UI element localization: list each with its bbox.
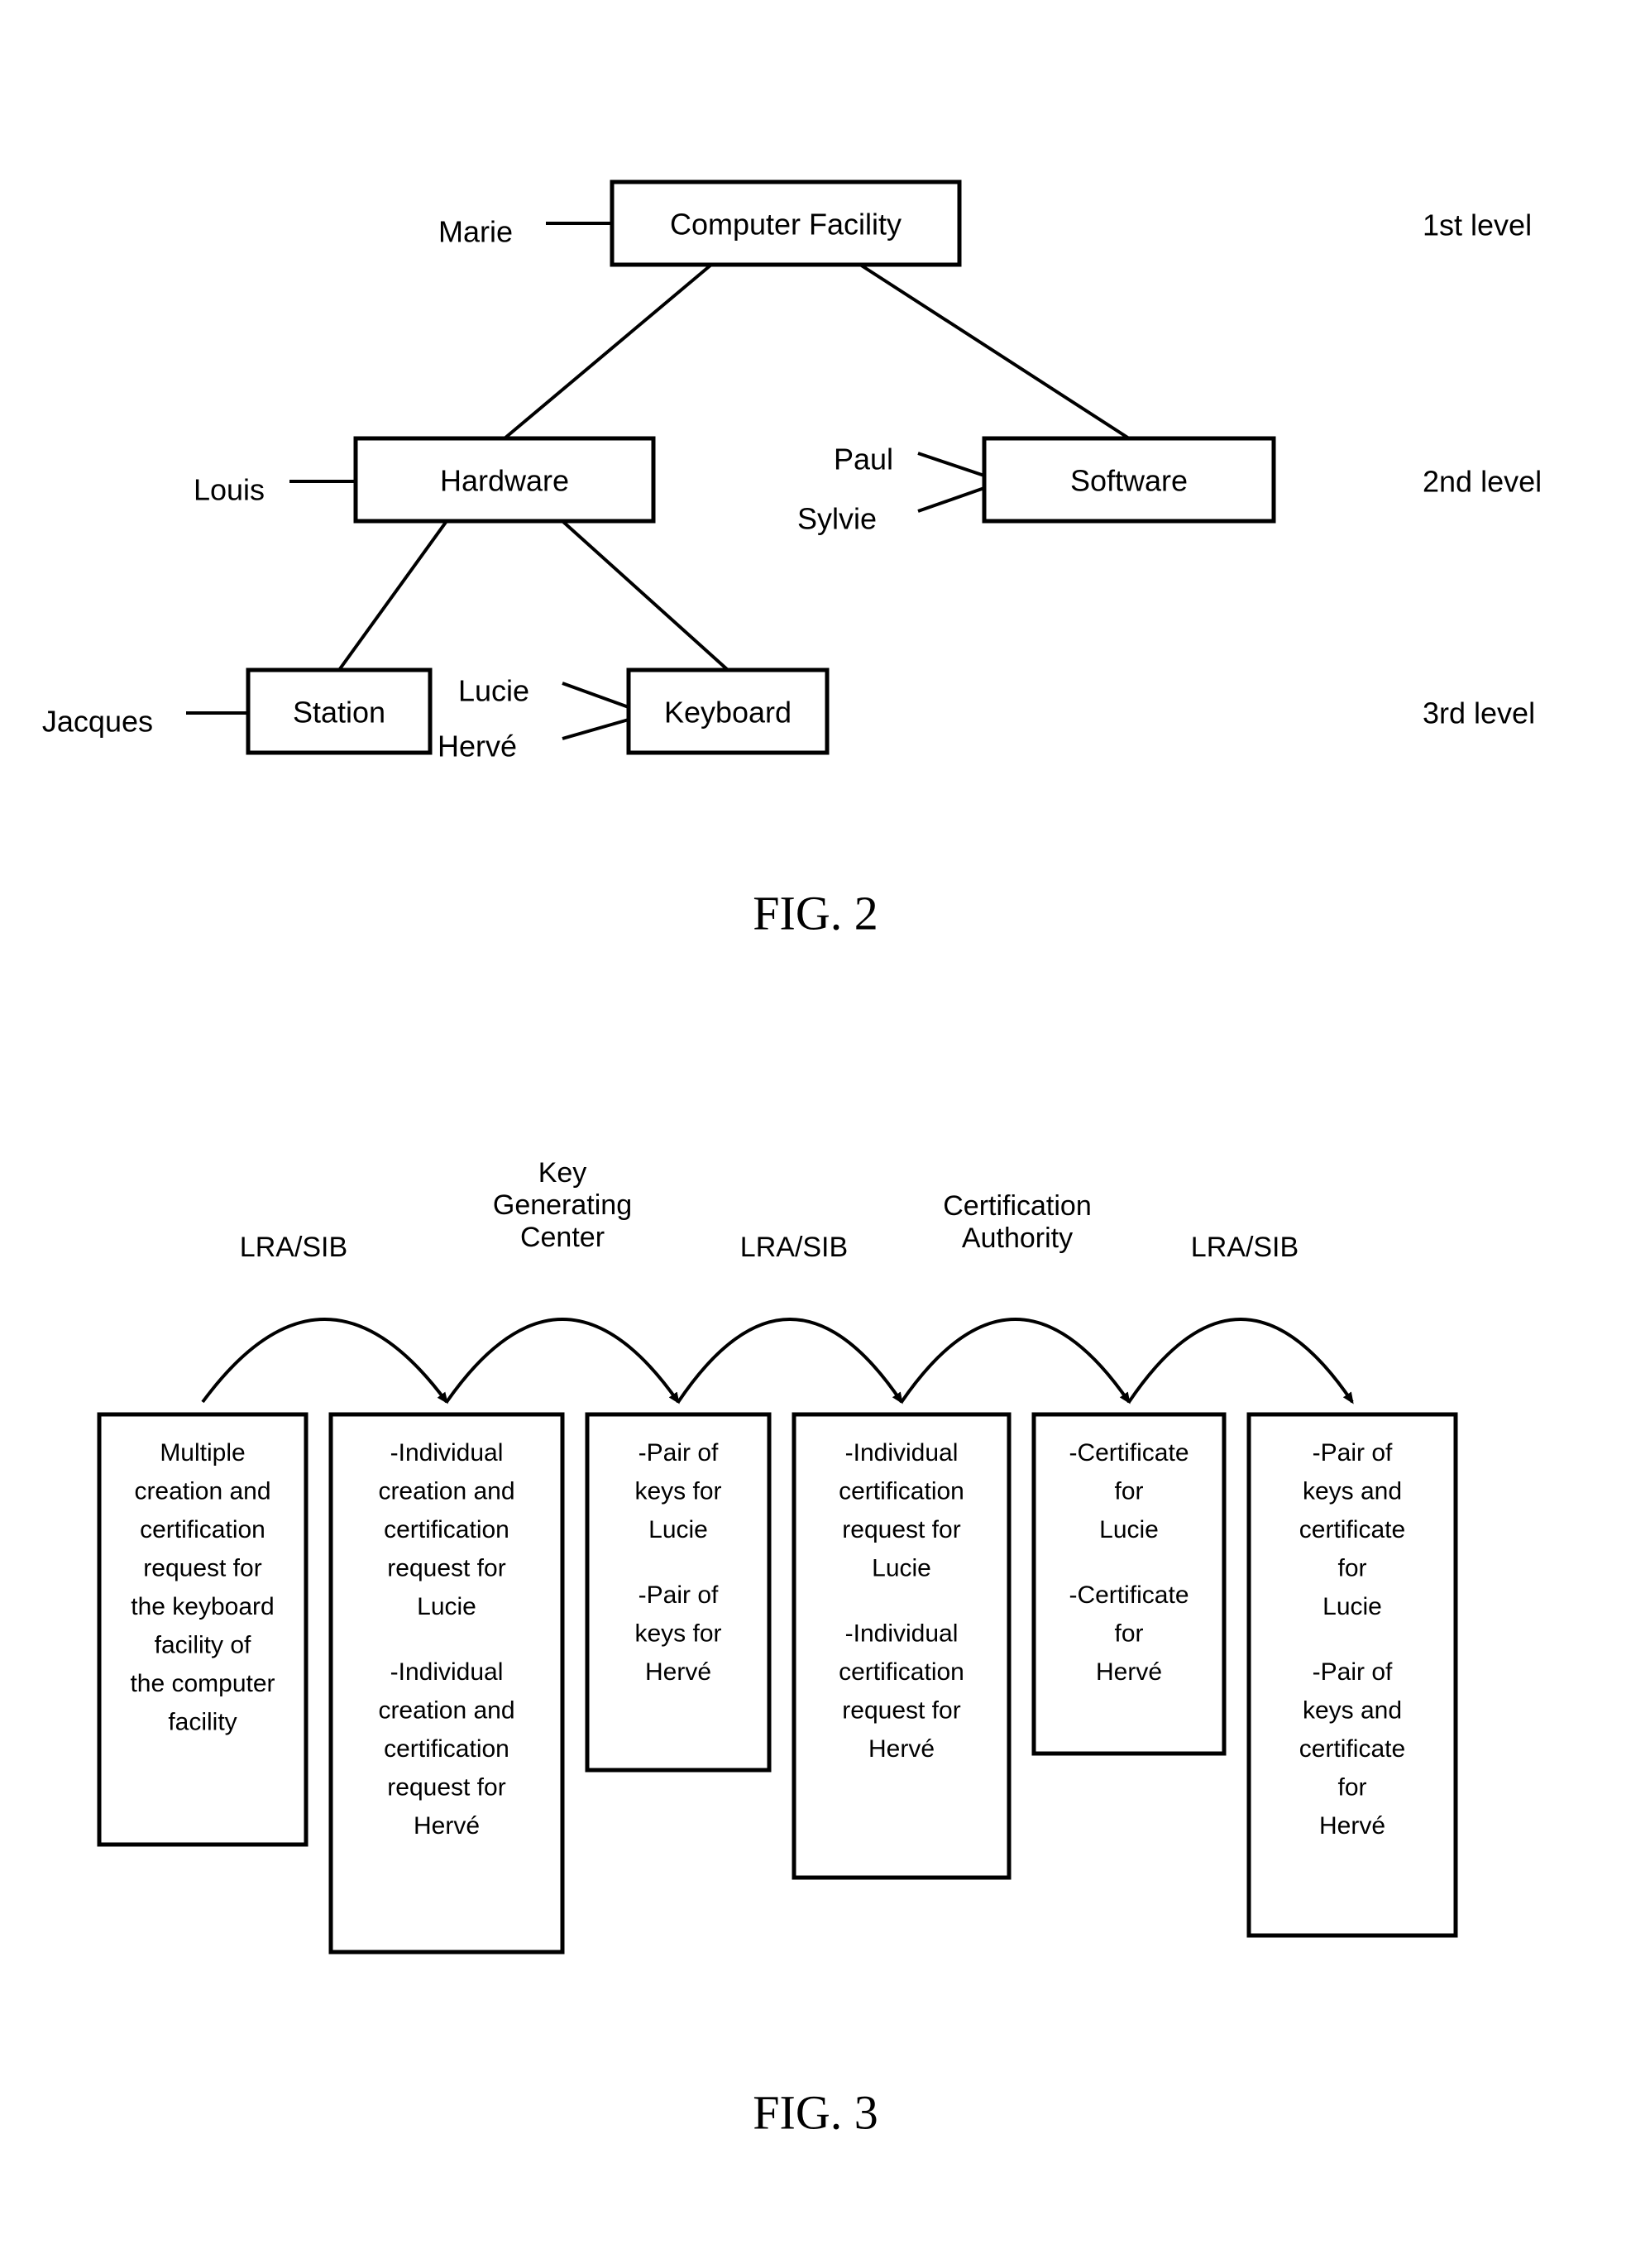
flow-step-text: certificate [1299, 1735, 1405, 1763]
flow-step-box: -Pair of keys and certificate for Lucie -Pair… [1249, 1414, 1456, 1935]
flow-step-text: request for [842, 1516, 960, 1543]
flow-step-text: for [1337, 1554, 1366, 1581]
flow-step-text: creation and [378, 1477, 514, 1505]
flow-step-text: -Pair of [1313, 1658, 1393, 1686]
tree-node-keyboard: Keyboard [629, 670, 827, 753]
flow-step-text: Hervé [868, 1735, 935, 1763]
side-label: Paul [834, 443, 893, 476]
flow-step-text: for [1114, 1477, 1143, 1505]
flow-step-text: Lucie [648, 1516, 708, 1543]
tree-node-label: Computer Facility [670, 208, 902, 242]
flow-arrow-label: LRA/SIB [740, 1232, 848, 1263]
flow-step-text: keys for [634, 1620, 721, 1647]
flow-step-text: creation and [378, 1696, 514, 1724]
flow-step-text: for [1337, 1773, 1366, 1801]
flow-step-text: Lucie [417, 1593, 476, 1620]
flow-arrow-label: LRA/SIB [1191, 1232, 1299, 1263]
flow-step-text: creation and [134, 1477, 270, 1505]
flow-step-text: keys for [634, 1477, 721, 1505]
flow-step-text: Lucie [1322, 1593, 1382, 1620]
figure-caption: FIG. 3 [753, 2085, 878, 2139]
flow-step-text: -Certificate [1069, 1439, 1189, 1467]
flow-step-text: -Pair of [1313, 1439, 1393, 1467]
flow-step-text: -Individual [390, 1439, 504, 1467]
flow-step-text: facility [168, 1708, 237, 1735]
flow-step-text: keys and [1303, 1696, 1402, 1724]
flow-step-text: certification [384, 1735, 509, 1763]
side-label: Marie [438, 215, 513, 249]
tree-node-label: Software [1070, 464, 1188, 498]
flow-step-text: facility of [155, 1631, 251, 1658]
tree-node-station: Station [248, 670, 430, 753]
flow-step-text: -Pair of [639, 1581, 719, 1609]
side-label: Lucie [458, 674, 529, 708]
flow-step-text: Hervé [645, 1658, 711, 1686]
flow-step-box: -Pair of keys for Lucie -Pair of keys for Her… [587, 1414, 769, 1770]
flow-step-box: Multiple creation and certification request… [99, 1414, 306, 1845]
flow-step-text: certificate [1299, 1516, 1405, 1543]
flow-step-text: request for [387, 1554, 505, 1581]
flow-arrow-label: Generating [493, 1189, 632, 1221]
tree-node-software: Software [984, 438, 1274, 521]
flow-step-text: for [1114, 1620, 1143, 1647]
flow-arrow-label: Key [538, 1157, 587, 1189]
flow-step-text: certification [839, 1658, 964, 1686]
flow-step-text: Hervé [1096, 1658, 1162, 1686]
tree-node-label: Station [293, 696, 385, 730]
tree-node-hardware: Hardware [356, 438, 653, 521]
flow-step-text: Multiple [160, 1439, 245, 1467]
flow-arrow-label: Center [520, 1222, 605, 1253]
tree-node-label: Keyboard [664, 696, 792, 730]
level-label: 3rd level [1423, 696, 1535, 730]
figure-caption: FIG. 2 [753, 886, 878, 940]
flow-step-text: -Individual [390, 1658, 504, 1686]
flow-step-text: certification [384, 1516, 509, 1543]
level-label: 1st level [1423, 208, 1532, 242]
flow-step-text: keys and [1303, 1477, 1402, 1505]
flow-step-text: the computer [130, 1670, 275, 1697]
flow-step-text: Hervé [1319, 1812, 1385, 1840]
side-label: Sylvie [797, 502, 877, 536]
flow-step-text: -Individual [845, 1620, 959, 1647]
level-label: 2nd level [1423, 465, 1542, 499]
flow-step-text: the keyboard [131, 1593, 274, 1620]
side-label: Jacques [42, 705, 153, 739]
flow-step-text: request for [842, 1696, 960, 1724]
flow-step-text: Lucie [872, 1554, 931, 1581]
flow-arrow-label: LRA/SIB [240, 1232, 347, 1263]
flow-step-box: -Certificate for Lucie -Certificate for Hervé [1034, 1414, 1224, 1754]
flow-step-text: -Certificate [1069, 1581, 1189, 1609]
flow-step-box: -Individual certification request for Lucie… [794, 1414, 1009, 1878]
flow-step-text: certification [839, 1477, 964, 1505]
flow-step-text: certification [140, 1516, 265, 1543]
flow-step-text: -Individual [845, 1439, 959, 1467]
flow-arrow-label: Authority [962, 1223, 1073, 1254]
side-label: Hervé [438, 730, 517, 763]
tree-node-label: Hardware [440, 464, 569, 498]
tree-node-root: Computer Facility [612, 182, 959, 265]
flow-arrow-label: Certification [943, 1190, 1092, 1222]
side-label: Louis [194, 473, 265, 507]
flow-step-text: Lucie [1099, 1516, 1159, 1543]
flow-step-text: request for [143, 1554, 261, 1581]
flow-step-text: request for [387, 1773, 505, 1801]
flow-step-box: -Individual creation and certification requ… [331, 1414, 562, 1952]
flow-step-text: -Pair of [639, 1439, 719, 1467]
flow-step-text: Hervé [414, 1812, 480, 1840]
